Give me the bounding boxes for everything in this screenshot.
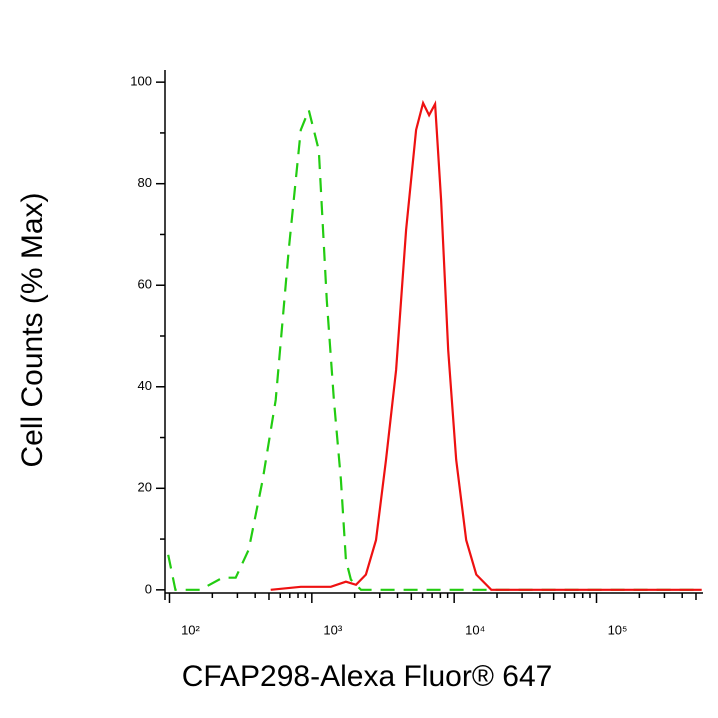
x-tick-label: 10² — [181, 622, 200, 637]
y-tick-label: 100 — [130, 74, 152, 89]
y-tick-label: 20 — [138, 480, 152, 495]
histogram-line — [270, 99, 702, 591]
histogram-line — [167, 106, 702, 591]
x-tick-label: 10³ — [323, 622, 342, 637]
y-tick-label: 0 — [145, 581, 152, 596]
x-axis-title: CFAP298-Alexa Fluor® 647 — [182, 660, 553, 693]
y-axis-title: Cell Counts (% Max) — [16, 192, 49, 467]
y-tick-label: 40 — [138, 378, 152, 393]
x-tick-label: 10⁵ — [608, 622, 628, 637]
y-tick-label: 80 — [138, 175, 152, 190]
y-tick-label: 60 — [138, 277, 152, 292]
x-tick-label: 10⁴ — [465, 622, 485, 637]
